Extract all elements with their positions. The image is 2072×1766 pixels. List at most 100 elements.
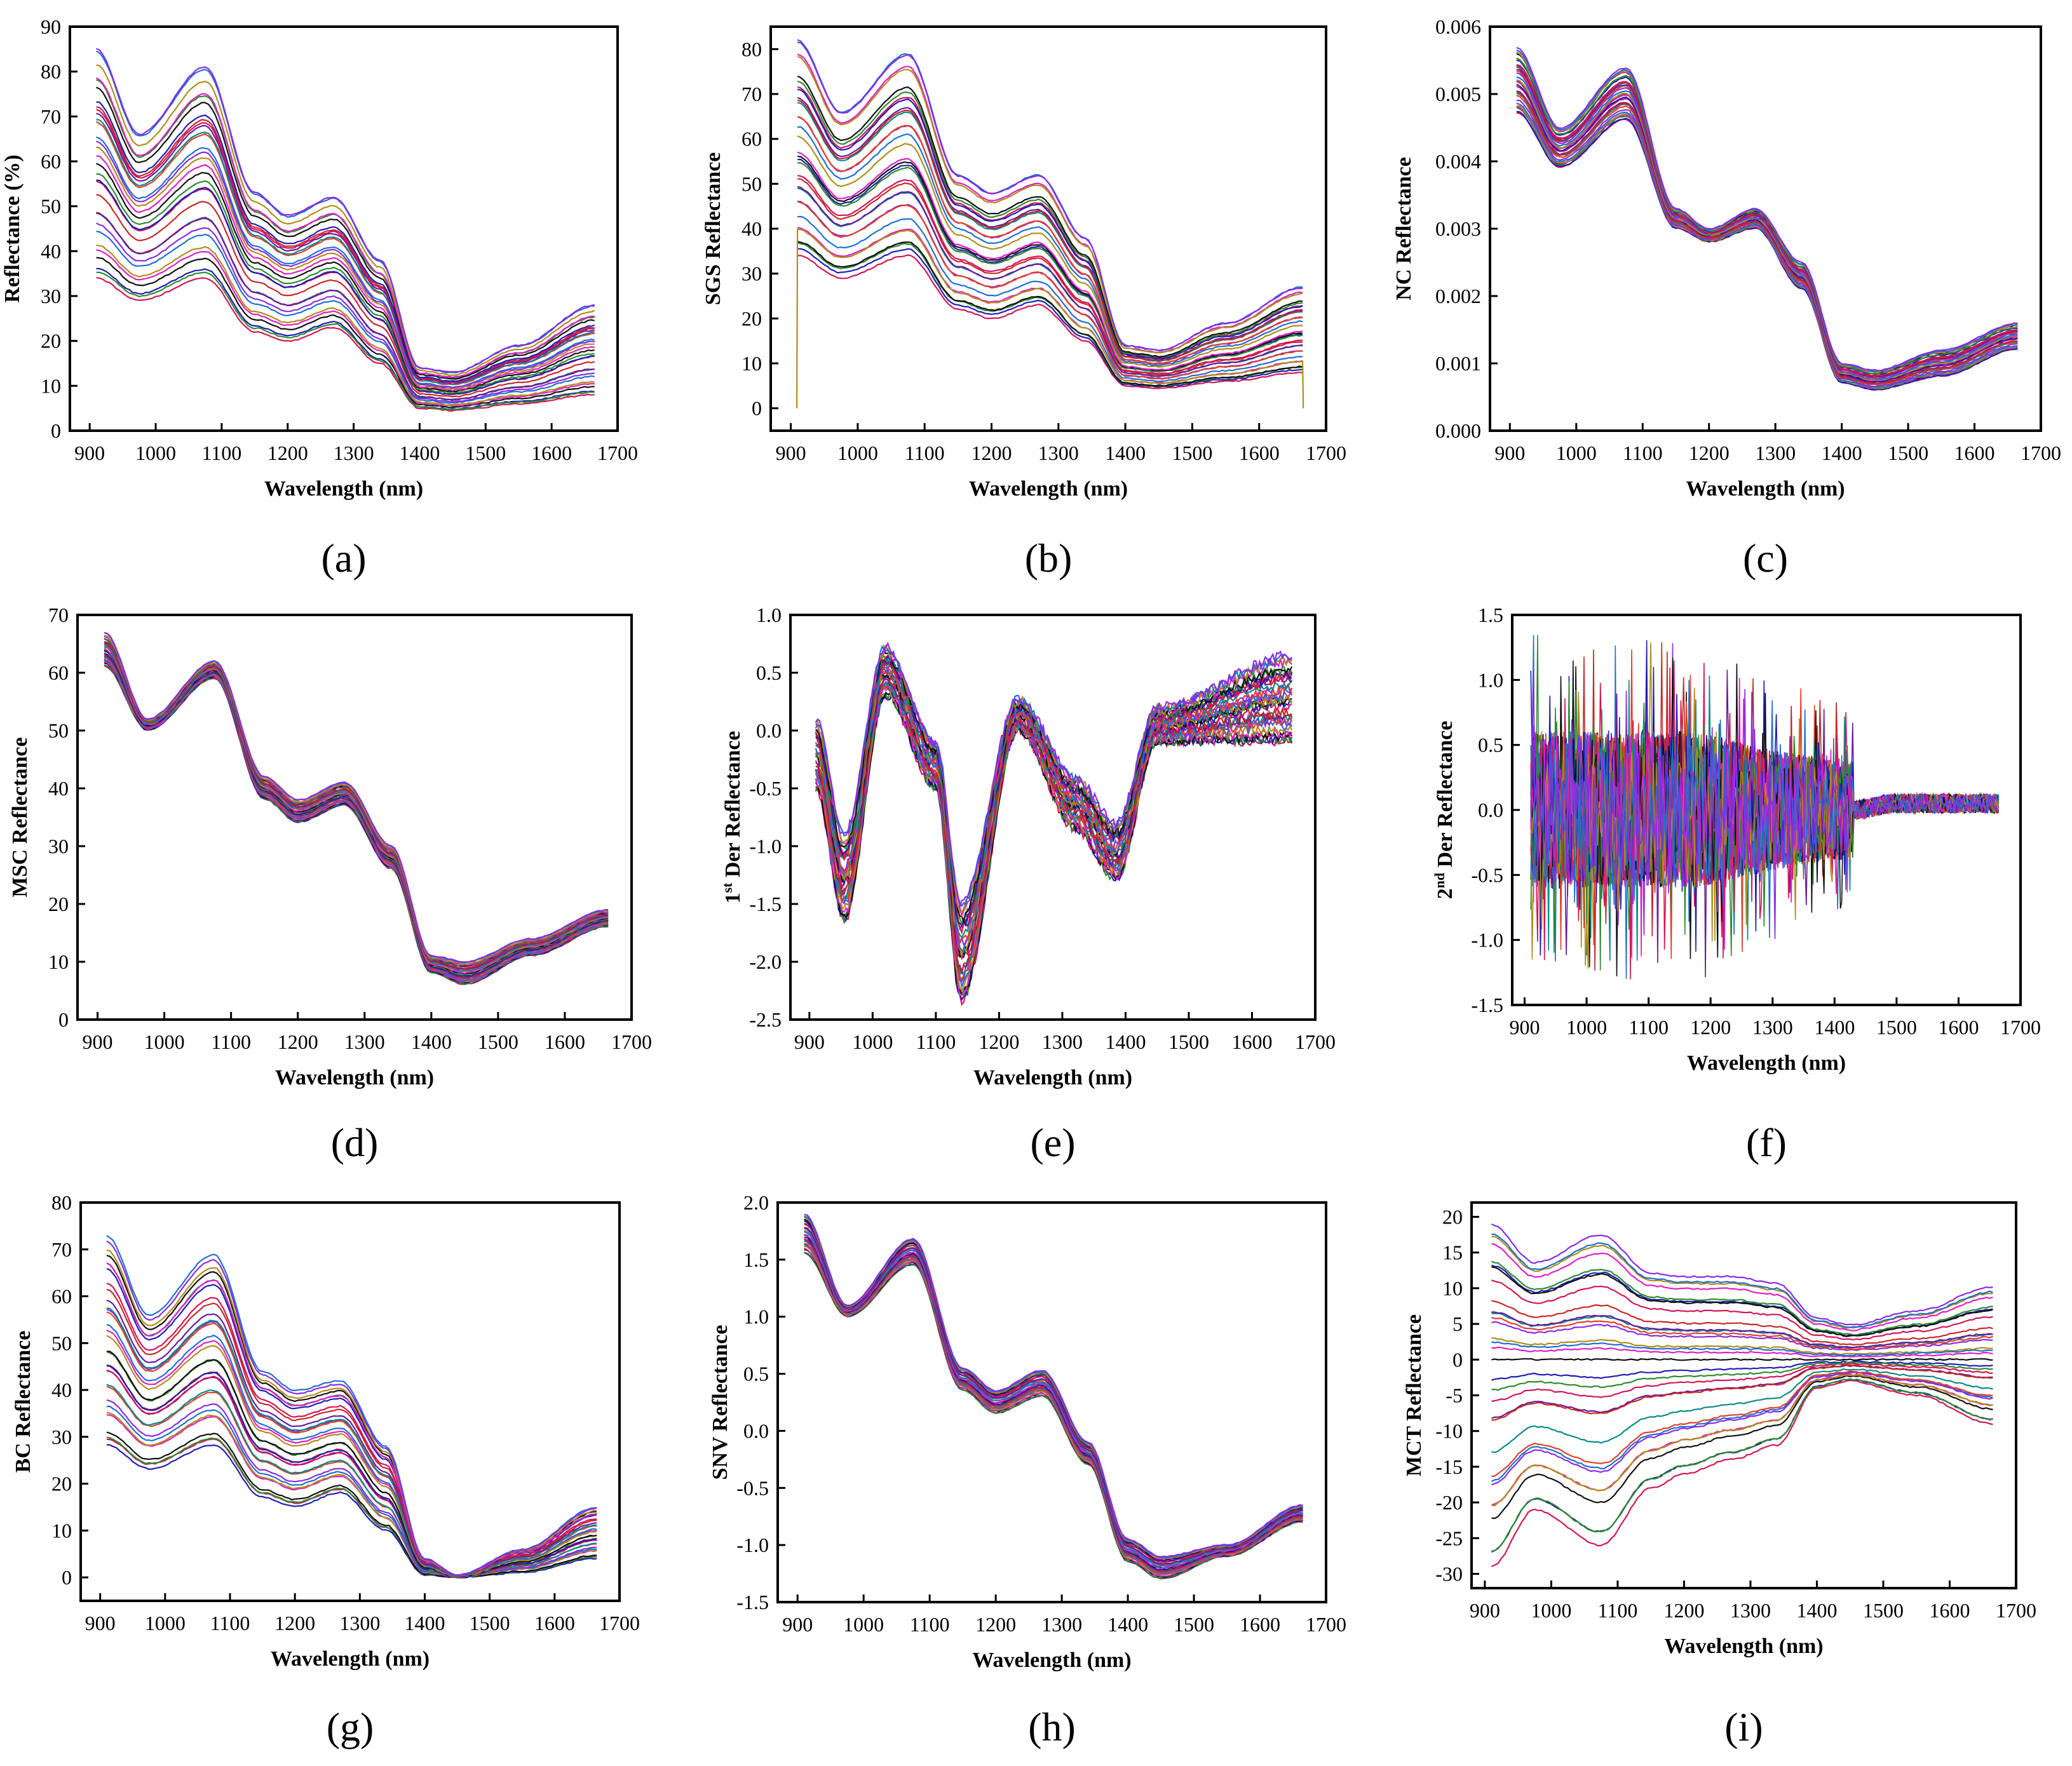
series-line	[96, 155, 595, 392]
y-tick-label: 0.006	[1435, 15, 1481, 38]
series-line	[815, 687, 1293, 997]
series-line	[796, 228, 1304, 408]
series-line	[104, 664, 609, 985]
x-axis-label: Wavelength (nm)	[1686, 477, 1845, 501]
y-tick-label: 0.001	[1435, 352, 1481, 375]
x-axis-label: Wavelength (nm)	[264, 477, 423, 501]
y-tick-label: 80	[741, 37, 762, 60]
series-line	[96, 112, 595, 384]
y-tick-label: -15	[1435, 1455, 1463, 1478]
series-line	[1491, 1372, 1993, 1486]
series-line	[1516, 112, 2018, 391]
y-tick-label: 30	[51, 1426, 72, 1448]
y-tick-label: 0.5	[1478, 734, 1503, 757]
y-tick-label: 10	[51, 1519, 72, 1542]
x-tick-label: 1000	[145, 1612, 186, 1635]
series-line	[797, 200, 1303, 379]
x-tick-label: 900	[74, 442, 105, 464]
series-group-f	[1530, 635, 2000, 980]
y-axis-label: SNV Reflectance	[708, 1325, 732, 1480]
y-tick-label: 1.0	[743, 1305, 769, 1328]
y-tick-label: 40	[41, 239, 61, 262]
panel-g: 900 1000 1100 1200 1300 1400 1500 1600 1700 0 10 20…	[11, 1191, 640, 1749]
x-tick-label: 1200	[978, 1030, 1019, 1053]
series-line	[96, 249, 595, 407]
panel-label: (i)	[1724, 1704, 1763, 1749]
series-line	[106, 1351, 597, 1578]
x-tick-label: 1200	[1690, 1016, 1731, 1039]
series-line	[797, 215, 1303, 382]
series-line	[106, 1299, 597, 1577]
series-line	[815, 680, 1293, 990]
series-line	[1516, 57, 2018, 375]
y-tick-label: 50	[51, 1331, 72, 1354]
y-tick-label: -1.0	[749, 835, 782, 858]
x-tick-label: 1300	[1042, 1030, 1083, 1053]
series-line	[1516, 64, 2018, 377]
y-tick-label: 90	[41, 15, 61, 38]
x-tick-label: 1200	[971, 442, 1012, 464]
plot-frame	[69, 25, 619, 432]
x-tick-label: 1300	[1041, 1613, 1082, 1636]
series-line	[106, 1431, 597, 1579]
x-tick-label: 1200	[1689, 442, 1730, 464]
y-tick-label: -1.5	[749, 893, 782, 915]
y-tick-label: 1.0	[1478, 668, 1503, 691]
x-tick-label: 900	[1494, 442, 1525, 464]
y-axis-label: 1st Der Reflectance	[719, 731, 745, 903]
y-axis-label: NC Reflectance	[1392, 157, 1416, 300]
y-tick-label: 30	[48, 835, 69, 858]
series-line	[96, 244, 595, 407]
y-tick-label: 50	[48, 719, 69, 742]
x-axis-label: Wavelength (nm)	[275, 1066, 434, 1089]
y-tick-label: -0.5	[1471, 863, 1503, 886]
x-tick-label: 900	[83, 1030, 113, 1053]
series-line	[1491, 1321, 1993, 1352]
y-tick-label: 20	[48, 893, 69, 915]
series-line	[96, 109, 595, 384]
series-line	[797, 116, 1303, 365]
x-tick-label: 1700	[1306, 1613, 1346, 1636]
series-line	[1491, 1358, 1993, 1361]
panel-label: (e)	[1030, 1120, 1075, 1165]
y-tick-label: -1.5	[736, 1591, 769, 1614]
x-tick-label: 900	[782, 1613, 813, 1636]
y-axis-label: MSC Reflectance	[8, 737, 32, 897]
y-tick-label: 1.5	[1478, 603, 1503, 626]
series-line	[106, 1311, 597, 1577]
x-tick-label: 1100	[905, 442, 945, 464]
series-line	[1516, 46, 2018, 372]
plot-frame	[79, 1201, 621, 1602]
series-line	[797, 126, 1303, 367]
series-line	[1491, 1379, 1993, 1567]
series-line	[1491, 1368, 1993, 1453]
series-line	[797, 254, 1303, 389]
x-tick-label: 1400	[404, 1612, 445, 1635]
y-tick-label: -1.0	[736, 1533, 769, 1556]
series-line	[106, 1268, 597, 1576]
x-tick-label: 1200	[975, 1613, 1016, 1636]
y-tick-label: 0.000	[1435, 419, 1481, 442]
y-tick-label: 0.002	[1435, 285, 1481, 307]
x-tick-label: 1400	[1105, 442, 1146, 464]
y-tick-label: 50	[741, 172, 762, 195]
y-tick-label: 60	[41, 150, 61, 173]
series-group-i	[1491, 1223, 1993, 1567]
plot-frame	[769, 25, 1327, 432]
series-line	[797, 162, 1303, 373]
x-tick-label: 1700	[2021, 442, 2061, 464]
series-line	[1516, 91, 2018, 385]
x-tick-label: 1500	[1863, 1599, 1904, 1622]
y-tick-label: 2.0	[743, 1191, 769, 1214]
y-tick-label: 30	[741, 262, 762, 285]
series-line	[1491, 1375, 1993, 1520]
series-line	[797, 241, 1303, 387]
series-line	[797, 185, 1303, 377]
series-line	[1491, 1373, 1993, 1507]
series-line	[804, 1245, 1303, 1575]
panel-c: 900 1000 1100 1200 1300 1400 1500 1600 1700 0.000…	[1392, 15, 2061, 581]
series-group-a	[95, 48, 595, 412]
y-tick-label: 0	[58, 1008, 69, 1031]
y-tick-label: 20	[741, 307, 762, 330]
series-line	[815, 672, 1292, 958]
